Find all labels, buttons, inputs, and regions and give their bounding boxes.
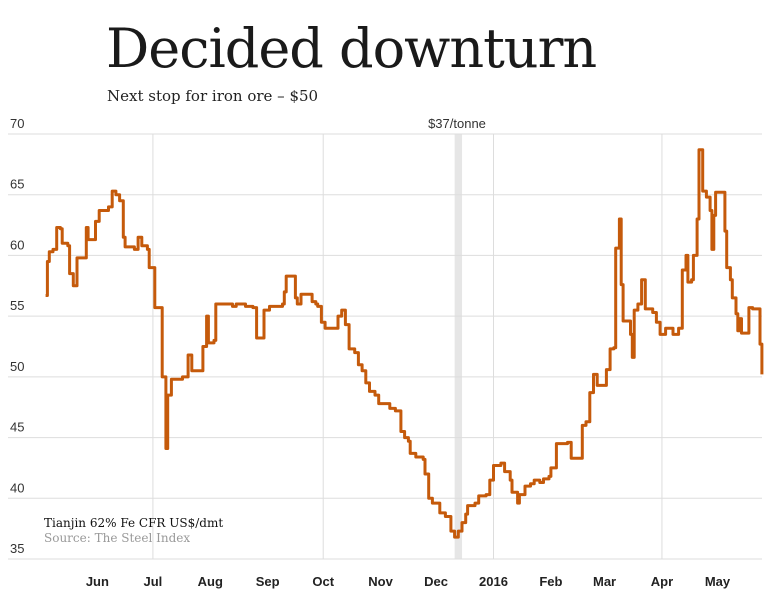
x-tick-label: Nov — [368, 574, 393, 589]
y-tick-label: 70 — [10, 116, 24, 131]
x-tick-label: Dec — [424, 574, 448, 589]
x-tick-label: Apr — [651, 574, 673, 589]
x-tick-label: Oct — [312, 574, 334, 589]
x-tick-label: Aug — [198, 574, 223, 589]
x-tick-label: May — [705, 574, 731, 589]
annotation-label: $37/tonne — [428, 116, 486, 131]
y-tick-label: 65 — [10, 177, 24, 192]
y-tick-label: 45 — [10, 420, 24, 435]
y-tick-label: 50 — [10, 359, 24, 374]
x-tick-label: Sep — [256, 574, 280, 589]
x-tick-label: Mar — [593, 574, 616, 589]
x-tick-label: Jun — [86, 574, 109, 589]
chart-subtitle: Next stop for iron ore – $50 — [107, 87, 319, 105]
y-tick-label: 55 — [10, 298, 24, 313]
series-label: Tianjin 62% Fe CFR US$/dmt — [44, 516, 223, 530]
x-tick-label: 2016 — [479, 574, 508, 589]
y-tick-label: 60 — [10, 237, 24, 252]
price-series-line — [45, 148, 764, 539]
source-note: Source: The Steel Index — [44, 531, 190, 545]
y-tick-label: 35 — [10, 541, 24, 556]
x-tick-label: Jul — [144, 574, 163, 589]
chart-title: Decided downturn — [106, 17, 597, 80]
annotation-band — [454, 134, 463, 559]
y-tick-label: 40 — [10, 480, 24, 495]
x-tick-label: Feb — [539, 574, 562, 589]
